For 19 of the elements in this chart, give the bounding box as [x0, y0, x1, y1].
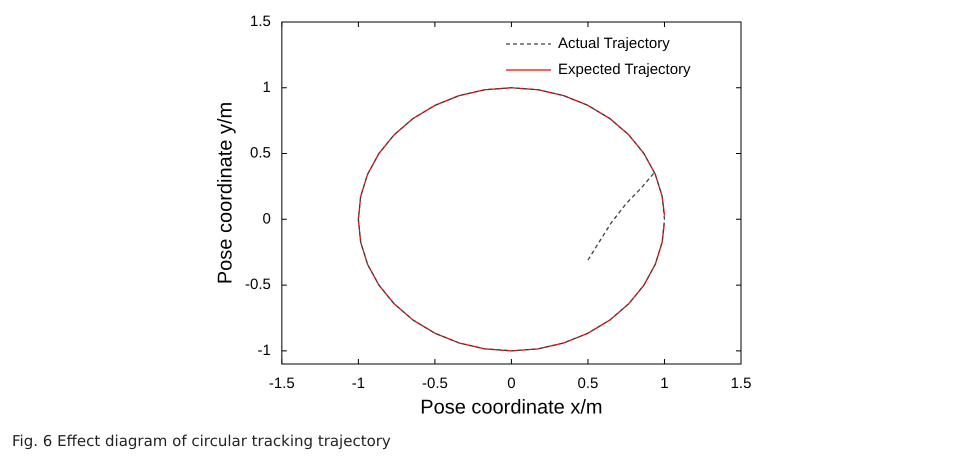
x-tick-label: -1.5 — [268, 375, 295, 392]
y-tick-label: 0.5 — [250, 144, 271, 162]
legend-label: Actual Trajectory — [558, 35, 670, 52]
y-tick-label: 1.5 — [250, 13, 271, 30]
y-tick-label: -1 — [258, 342, 271, 359]
y-tick-label: -0.5 — [244, 276, 271, 294]
x-tick-label: -0.5 — [422, 375, 448, 392]
y-tick-label: 0 — [262, 210, 271, 228]
x-tick-label: 1.5 — [730, 375, 752, 392]
x-axis-title: Pose coordinate x/m — [420, 396, 603, 419]
x-tick-label: 0 — [507, 375, 516, 392]
line-series — [358, 87, 666, 352]
x-tick-label: 0.5 — [578, 375, 598, 392]
caption: Fig. 6 Effect diagram of circular tracking trajectory — [12, 432, 391, 450]
y-axis-title: Pose coordinate y/m — [214, 102, 237, 284]
legend-label: Expected Trajectory — [558, 61, 692, 78]
y-tick-label: 1 — [262, 78, 271, 96]
x-tick-label: -1 — [352, 375, 366, 392]
x-tick-label: 1 — [660, 375, 669, 392]
